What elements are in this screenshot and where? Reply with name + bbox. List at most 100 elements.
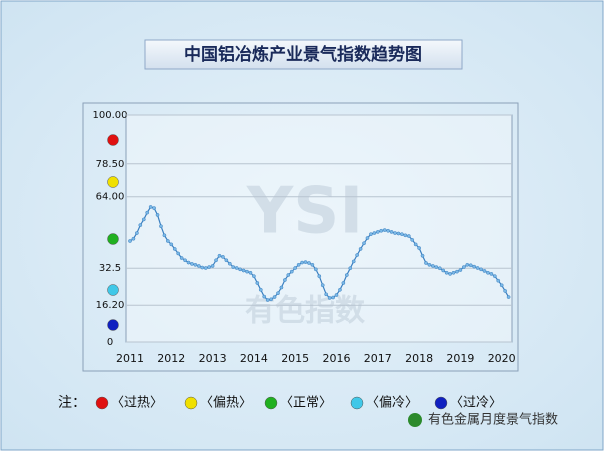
point [234,266,239,270]
x-tick-label: 2018 [405,352,433,365]
point [431,264,435,268]
point [355,253,359,257]
point [344,273,349,277]
point [365,236,370,240]
point [348,266,353,271]
point [314,267,318,272]
point [227,261,232,266]
point [283,278,287,282]
point [200,265,205,270]
legend-swatch [434,396,448,410]
point [331,295,335,300]
watermark: 有色指数 [245,294,366,329]
point [389,230,394,234]
point [241,268,246,273]
point [369,232,373,237]
point [262,294,267,299]
x-tick-label: 2020 [488,352,516,365]
point [128,239,132,243]
point [148,205,153,209]
point [145,210,150,215]
point [155,213,160,217]
point [437,266,442,271]
point [286,273,291,277]
point [300,260,304,265]
point [396,231,401,236]
point [310,262,315,267]
legend-title: 注： [58,395,86,411]
point [448,272,452,276]
y-tick-label: 64.00 [96,192,125,203]
point [196,264,201,268]
legend-swatch [350,396,364,410]
point [403,233,408,238]
point [465,262,470,267]
point [424,261,428,265]
x-tick-label: 2011 [116,352,144,365]
point [162,233,167,238]
point [203,266,208,270]
point [279,285,284,290]
point [434,265,439,269]
zone-ball [107,233,119,245]
point [169,242,174,247]
legend-label: 〈偏冷〉 [366,396,418,411]
point [420,253,425,258]
point [362,241,366,246]
point [496,278,501,283]
point [455,269,459,274]
point [386,228,390,233]
point [492,274,497,279]
point [224,258,229,263]
point [207,265,212,269]
point [482,269,487,273]
point [210,264,215,268]
point [221,255,225,259]
point [400,232,404,237]
point [382,228,387,232]
x-tick-label: 2012 [157,352,185,365]
point [166,239,170,243]
point [272,295,277,299]
point [499,283,504,288]
zone-ball [107,134,119,146]
point [186,260,191,265]
point [406,234,411,238]
point [351,259,356,264]
y-tick-label: 32.5 [99,263,121,274]
wechat-icon [408,413,422,427]
point [503,289,507,293]
point [135,231,139,235]
y-tick-label: 78.50 [96,159,125,170]
point [479,267,483,272]
point [252,274,256,279]
point [317,274,322,279]
legend-label: 〈正常〉 [280,396,332,411]
point [472,264,477,269]
point [276,291,280,296]
point [327,296,332,300]
point [296,262,301,267]
point [238,267,242,272]
point [413,242,418,247]
legend-swatch [264,396,278,410]
point [255,281,260,285]
y-tick-label: 16.20 [96,300,125,311]
zone-ball [107,319,119,331]
legend-label: 〈过热〉 [111,396,163,411]
point [427,262,432,267]
point [245,269,249,274]
point [417,246,421,250]
point [410,238,415,242]
x-tick-label: 2015 [281,352,309,365]
point [179,256,184,260]
zone-ball [107,284,119,296]
footer: 有色金属月度景气指数 [428,412,558,428]
outer-frame [82,102,519,372]
point [468,263,473,268]
point [506,295,511,299]
point [375,230,380,234]
point [486,270,490,275]
x-tick-label: 2017 [364,352,392,365]
